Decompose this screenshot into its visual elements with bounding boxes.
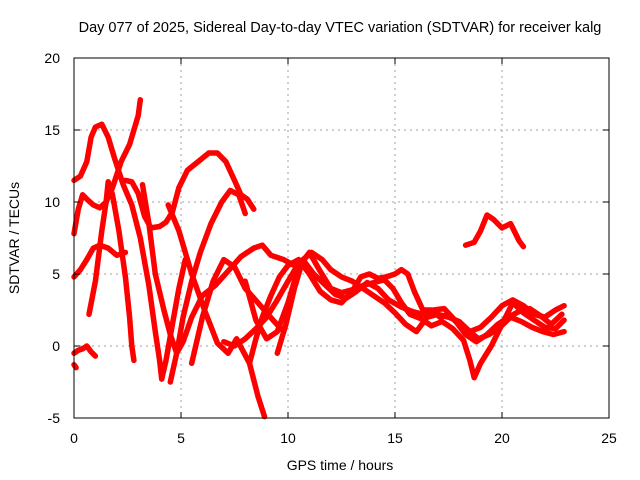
series-s10-markers <box>223 261 563 347</box>
series-s13 <box>246 256 567 367</box>
x-tick-label: 10 <box>280 430 296 446</box>
series-s12-markers <box>276 251 565 354</box>
y-tick-label: 20 <box>44 50 60 66</box>
series-s3-markers <box>88 181 135 361</box>
x-tick-label: 15 <box>387 430 403 446</box>
x-tick-label: 20 <box>494 430 510 446</box>
plot-frame <box>73 57 610 419</box>
series-s1-markers <box>73 123 186 380</box>
series-s7-markers <box>169 189 246 383</box>
y-axis-label: SDTVAR / TECUs <box>6 182 22 294</box>
chart-title: Day 077 of 2025, Sidereal Day-to-day VTE… <box>79 20 602 36</box>
series-s9 <box>165 202 268 420</box>
data-series-group <box>71 97 567 420</box>
series-s15-markers <box>73 345 96 357</box>
x-tick-label: 25 <box>601 430 617 446</box>
x-tick-label: 0 <box>70 430 78 446</box>
y-tick-label: 0 <box>52 338 60 354</box>
y-tick-label: 10 <box>44 194 60 210</box>
y-tick-label: -5 <box>48 410 61 426</box>
series-s14 <box>462 212 527 250</box>
series-s4-markers <box>73 244 126 278</box>
series-s6 <box>139 181 300 356</box>
x-axis-label: GPS time / hours <box>287 457 394 473</box>
axis-ticks: 0 5 10 15 20 25 -5 0 5 10 15 20 <box>44 50 617 446</box>
y-tick-label: 15 <box>44 122 60 138</box>
y-tick-label: 5 <box>52 266 60 282</box>
x-tick-label: 5 <box>177 430 185 446</box>
grid-lines <box>74 58 609 418</box>
series-s5-markers <box>125 152 255 229</box>
